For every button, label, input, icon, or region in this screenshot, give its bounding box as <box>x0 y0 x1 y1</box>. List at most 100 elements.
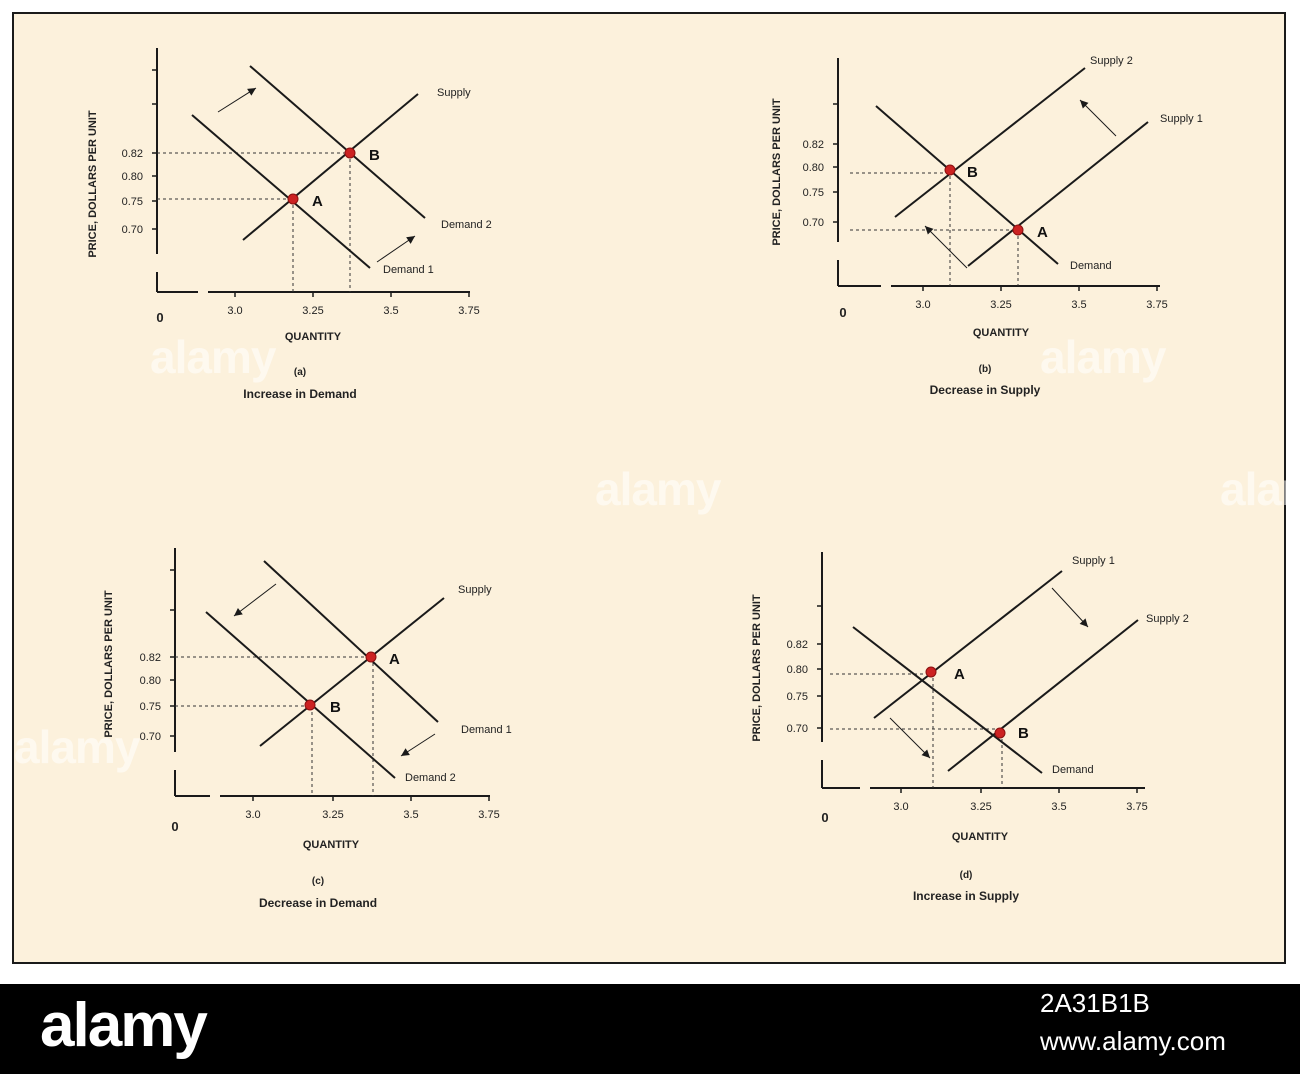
x-axis-label: QUANTITY <box>303 839 360 851</box>
demand-2-curve <box>249 65 426 219</box>
demand-1-curve-label: Demand 1 <box>383 264 434 276</box>
shift-arrow-head <box>925 226 934 235</box>
y-axis-label: PRICE, DOLLARS PER UNIT <box>103 590 115 738</box>
shift-arrow-head <box>1080 100 1089 109</box>
supply-curve-label: Supply <box>437 87 471 99</box>
x-tick-label: 3.25 <box>990 299 1011 311</box>
supply-2-curve <box>894 67 1086 218</box>
shift-arrow-shaft <box>924 225 968 269</box>
figure-frame <box>12 12 1286 964</box>
supply-1-curve <box>873 570 1063 719</box>
demand-1-curve-label: Demand 1 <box>461 724 512 736</box>
origin-label: 0 <box>156 310 163 325</box>
x-tick-label: 3.0 <box>227 305 242 317</box>
y-tick-label: 0.82 <box>787 639 808 651</box>
demand-curve <box>875 105 1059 265</box>
shift-arrow-shaft <box>1079 99 1117 137</box>
caption-letter: (a) <box>294 367 306 378</box>
x-tick-label: 3.5 <box>403 809 418 821</box>
equilibrium-point <box>304 699 316 711</box>
equilibrium-point <box>925 666 937 678</box>
supply-2-curve-label: Supply 2 <box>1146 613 1189 625</box>
demand-curve-label: Demand <box>1070 260 1112 272</box>
x-tick-label: 3.25 <box>322 809 343 821</box>
y-tick-label: 0.80 <box>787 664 808 676</box>
demand-1-curve <box>191 114 371 269</box>
x-tick-label: 3.75 <box>478 809 499 821</box>
origin-label: 0 <box>171 819 178 834</box>
y-tick-label: 0.70 <box>140 731 161 743</box>
y-axis-label: PRICE, DOLLARS PER UNIT <box>751 594 763 742</box>
x-tick-label: 3.0 <box>915 299 930 311</box>
point-label: A <box>312 193 323 210</box>
y-tick-label: 0.82 <box>122 148 143 160</box>
y-tick-label: 0.80 <box>140 675 161 687</box>
supply-2-curve-label: Supply 2 <box>1090 55 1133 67</box>
y-tick-label: 0.80 <box>803 162 824 174</box>
y-axis-label: PRICE, DOLLARS PER UNIT <box>87 110 99 258</box>
panel-caption: Increase in Demand <box>243 387 356 401</box>
point-label: A <box>954 666 965 683</box>
equilibrium-point <box>944 164 956 176</box>
shift-arrow-shaft <box>1051 587 1089 628</box>
y-tick-label: 0.75 <box>122 196 143 208</box>
shift-arrow-head <box>247 88 256 96</box>
footer-url: www.alamy.com <box>1040 1026 1226 1056</box>
panel-d: 0.82 0.80 0.75 0.70 3.0 3.25 3.5 3.75 PRICE, DOL… <box>751 552 1189 903</box>
y-axis-label: PRICE, DOLLARS PER UNIT <box>771 98 783 246</box>
equilibrium-point <box>1012 224 1024 236</box>
point-label: A <box>389 651 400 668</box>
shift-arrow <box>233 583 277 617</box>
supply-2-curve <box>947 619 1139 772</box>
point-label: B <box>967 164 978 181</box>
point-label: B <box>369 147 380 164</box>
caption-letter: (c) <box>312 876 324 887</box>
caption-letter: (d) <box>960 870 973 881</box>
shift-arrow-head <box>1079 618 1088 627</box>
panel-c: 0.82 0.80 0.75 0.70 3.0 3.25 3.5 3.75 PRICE, DOL… <box>103 548 512 910</box>
demand-2-curve <box>205 611 396 779</box>
panel-caption: Decrease in Demand <box>259 896 377 910</box>
equilibrium-point <box>994 727 1006 739</box>
supply-1-curve-label: Supply 1 <box>1160 113 1203 125</box>
point-label: B <box>330 699 341 716</box>
y-tick-label: 0.80 <box>122 171 143 183</box>
x-tick-label: 3.25 <box>970 801 991 813</box>
point-label: A <box>1037 224 1048 241</box>
x-tick-label: 3.0 <box>893 801 908 813</box>
demand-curve <box>852 626 1043 774</box>
y-tick-label: 0.82 <box>803 139 824 151</box>
panel-caption: Increase in Supply <box>913 889 1019 903</box>
y-tick-label: 0.70 <box>803 217 824 229</box>
origin-label: 0 <box>839 305 846 320</box>
y-tick-label: 0.75 <box>803 187 824 199</box>
equilibrium-point <box>287 193 299 205</box>
supply-curve-label: Supply <box>458 584 492 596</box>
x-tick-label: 3.75 <box>1146 299 1167 311</box>
shift-arrow <box>400 733 436 757</box>
supply-1-curve-label: Supply 1 <box>1072 555 1115 567</box>
shift-arrow <box>924 225 968 269</box>
panel-a: 0.82 0.80 0.75 0.70 3.0 3.25 3.5 3.75 PRICE, DOL… <box>87 48 492 401</box>
shift-arrow <box>1051 587 1089 628</box>
demand-2-curve-label: Demand 2 <box>405 772 456 784</box>
x-axis-label: QUANTITY <box>973 327 1030 339</box>
y-tick-label: 0.75 <box>787 691 808 703</box>
shift-arrow <box>217 87 257 113</box>
x-tick-label: 3.75 <box>1126 801 1147 813</box>
y-tick-label: 0.82 <box>140 652 161 664</box>
supply-1-curve <box>967 121 1149 267</box>
x-axis-label: QUANTITY <box>952 831 1009 843</box>
y-tick-label: 0.70 <box>787 723 808 735</box>
caption-letter: (b) <box>979 364 992 375</box>
x-tick-label: 3.5 <box>1051 801 1066 813</box>
y-tick-label: 0.75 <box>140 701 161 713</box>
shift-arrow-head <box>234 607 243 616</box>
equilibrium-point <box>344 147 356 159</box>
supply-curve <box>242 93 419 241</box>
x-axis-label: QUANTITY <box>285 331 342 343</box>
diagram-panels: 0.82 0.80 0.75 0.70 3.0 3.25 3.5 3.75 PRICE, DOL… <box>87 48 1203 910</box>
panel-b: 0.82 0.80 0.75 0.70 3.0 3.25 3.5 3.75 PRICE, DOL… <box>771 55 1203 397</box>
shift-arrow <box>889 717 931 759</box>
shift-arrow <box>1079 99 1117 137</box>
